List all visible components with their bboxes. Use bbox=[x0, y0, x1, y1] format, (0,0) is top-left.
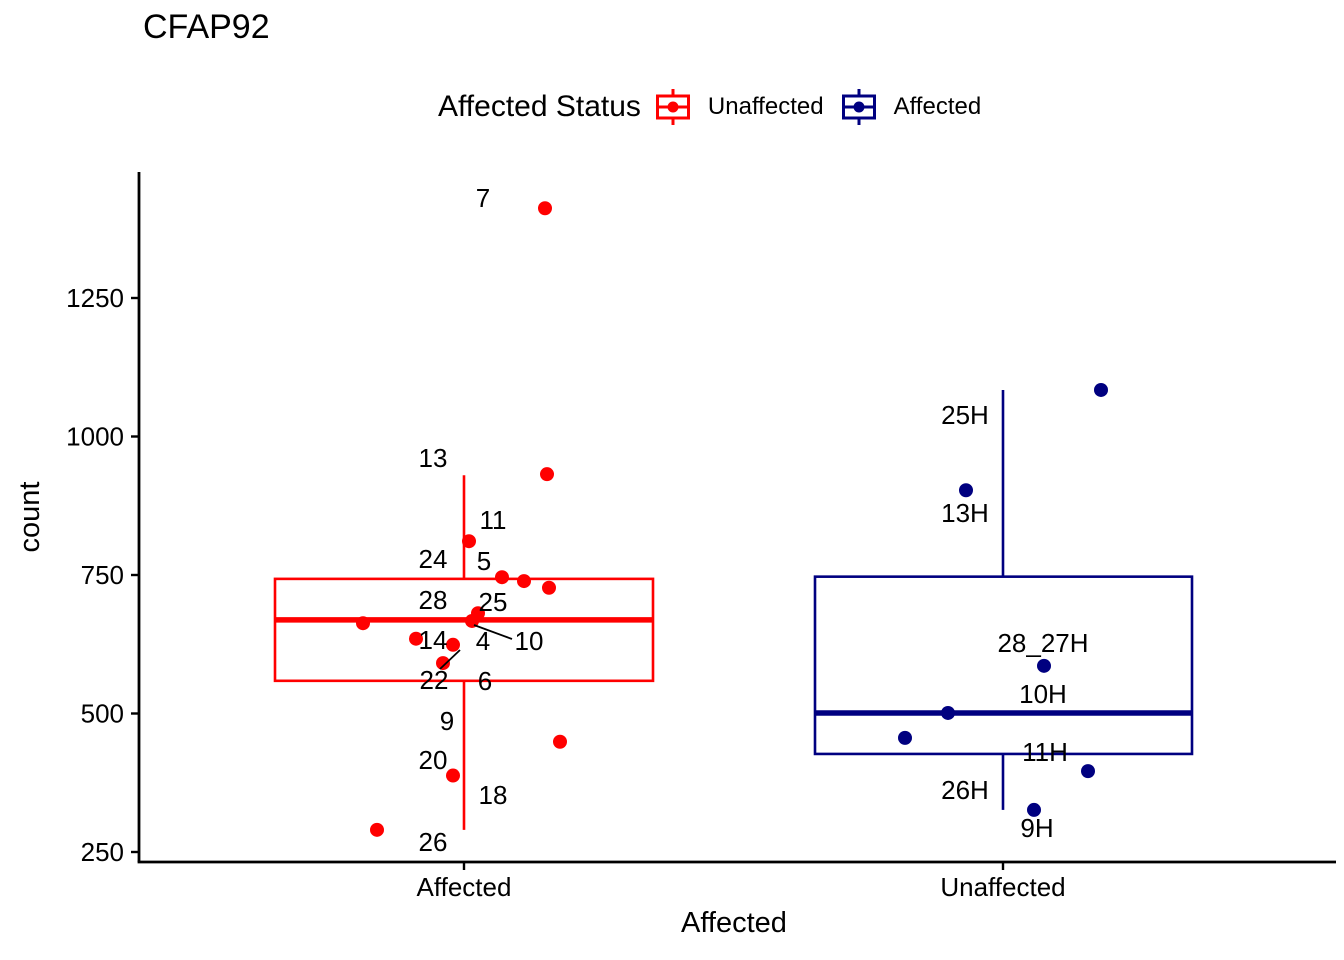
box bbox=[273, 577, 655, 683]
y-tick-label: 1000 bbox=[66, 422, 124, 452]
data-point bbox=[356, 616, 370, 631]
point-label: 26 bbox=[419, 827, 448, 857]
point-label: 22 bbox=[420, 665, 449, 695]
label-leader-line bbox=[439, 649, 461, 670]
point-label: 6 bbox=[478, 666, 492, 696]
point-label: 11 bbox=[480, 505, 507, 535]
data-point bbox=[941, 705, 955, 720]
point-label: 25H bbox=[941, 400, 989, 430]
data-point bbox=[370, 822, 384, 837]
y-axis-title: count bbox=[14, 482, 46, 553]
y-tick-label: 500 bbox=[81, 699, 124, 729]
point-label: 4 bbox=[476, 626, 490, 656]
y-tick-label: 750 bbox=[81, 560, 124, 590]
y-tick-label: 250 bbox=[81, 837, 124, 867]
point-label: 20 bbox=[419, 745, 448, 775]
legend: Affected Status Unaffected Affected bbox=[438, 84, 981, 130]
data-point bbox=[553, 734, 567, 749]
key-glyph-part bbox=[667, 101, 679, 113]
x-category-label: Affected bbox=[417, 872, 512, 902]
boxplot-key-glyph bbox=[841, 89, 876, 125]
data-point bbox=[409, 631, 423, 646]
point-label: 26H bbox=[941, 775, 989, 805]
key-glyph-part bbox=[853, 101, 865, 113]
point-label: 11H bbox=[1022, 737, 1068, 767]
data-point bbox=[1081, 764, 1095, 779]
data-point bbox=[540, 467, 554, 482]
point-label: 14 bbox=[419, 625, 448, 655]
y-tick-label: 1250 bbox=[66, 283, 124, 313]
point-label: 7 bbox=[476, 183, 490, 213]
data-point bbox=[517, 574, 531, 589]
point-label: 10H bbox=[1019, 679, 1067, 709]
point-label: 13 bbox=[419, 443, 448, 473]
point-label: 10 bbox=[515, 626, 544, 656]
data-point bbox=[1027, 802, 1041, 817]
data-point bbox=[542, 580, 556, 595]
point-label: 9H bbox=[1020, 813, 1053, 843]
data-point bbox=[898, 730, 912, 745]
data-point bbox=[446, 768, 460, 783]
boxplot-key-glyph bbox=[655, 89, 690, 125]
point-label: 13H bbox=[941, 498, 989, 528]
data-point bbox=[446, 637, 460, 652]
data-point bbox=[495, 570, 509, 585]
x-axis-title: Affected bbox=[681, 907, 787, 939]
data-point bbox=[959, 483, 973, 498]
x-category-label: Unaffected bbox=[940, 872, 1065, 902]
point-label: 9 bbox=[440, 706, 454, 736]
point-label: 18 bbox=[479, 780, 508, 810]
boxplot-key-icon-unaffected bbox=[655, 85, 691, 129]
point-label: 25 bbox=[479, 587, 508, 617]
legend-title: Affected Status bbox=[438, 90, 641, 123]
data-point bbox=[538, 201, 552, 216]
point-label: 28_27H bbox=[997, 628, 1088, 658]
data-point bbox=[465, 613, 479, 628]
legend-label-unaffected: Unaffected bbox=[707, 93, 824, 120]
point-label: 24 bbox=[419, 544, 448, 574]
label-leader-line bbox=[473, 624, 513, 640]
point-label: 28 bbox=[419, 585, 448, 615]
legend-label-affected: Affected bbox=[893, 93, 982, 120]
data-point bbox=[436, 656, 450, 671]
chart-title: CFAP92 bbox=[143, 8, 270, 46]
data-point bbox=[462, 534, 476, 549]
point-label: 5 bbox=[477, 546, 491, 576]
data-point bbox=[1094, 382, 1108, 397]
box bbox=[813, 575, 1194, 756]
data-point bbox=[1037, 658, 1051, 673]
boxplot-key-icon-affected bbox=[841, 85, 877, 129]
